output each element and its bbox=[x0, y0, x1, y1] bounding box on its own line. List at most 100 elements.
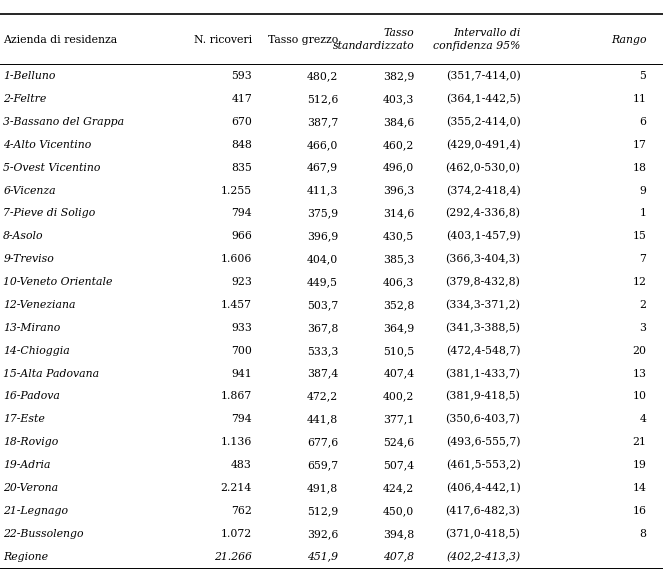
Text: 1.072: 1.072 bbox=[221, 529, 252, 539]
Text: 17-Este: 17-Este bbox=[3, 415, 45, 424]
Text: 2: 2 bbox=[639, 300, 646, 310]
Text: Intervallo di: Intervallo di bbox=[453, 28, 520, 38]
Text: 450,0: 450,0 bbox=[383, 506, 414, 516]
Text: 966: 966 bbox=[231, 231, 252, 241]
Text: Regione: Regione bbox=[3, 551, 48, 562]
Text: 512,9: 512,9 bbox=[307, 506, 338, 516]
Text: 441,8: 441,8 bbox=[307, 415, 338, 424]
Text: 13: 13 bbox=[633, 369, 646, 378]
Text: (417,6-482,3): (417,6-482,3) bbox=[446, 506, 520, 516]
Text: 392,6: 392,6 bbox=[307, 529, 338, 539]
Text: 2.214: 2.214 bbox=[221, 483, 252, 493]
Text: 3-Bassano del Grappa: 3-Bassano del Grappa bbox=[3, 117, 125, 127]
Text: 396,3: 396,3 bbox=[383, 186, 414, 196]
Text: 314,6: 314,6 bbox=[383, 209, 414, 218]
Text: 1.457: 1.457 bbox=[221, 300, 252, 310]
Text: 533,3: 533,3 bbox=[307, 346, 338, 356]
Text: 387,7: 387,7 bbox=[307, 117, 338, 127]
Text: 496,0: 496,0 bbox=[383, 163, 414, 172]
Text: 1-Belluno: 1-Belluno bbox=[3, 71, 56, 81]
Text: 12: 12 bbox=[633, 277, 646, 287]
Text: 352,8: 352,8 bbox=[383, 300, 414, 310]
Text: 2-Feltre: 2-Feltre bbox=[3, 94, 46, 104]
Text: 835: 835 bbox=[231, 163, 252, 172]
Text: Tasso: Tasso bbox=[384, 28, 414, 38]
Text: 762: 762 bbox=[231, 506, 252, 516]
Text: 12-Veneziana: 12-Veneziana bbox=[3, 300, 76, 310]
Text: 18: 18 bbox=[633, 163, 646, 172]
Text: (334,3-371,2): (334,3-371,2) bbox=[446, 300, 520, 310]
Text: (351,7-414,0): (351,7-414,0) bbox=[446, 71, 520, 81]
Text: 8: 8 bbox=[639, 529, 646, 539]
Text: 22-Bussolengo: 22-Bussolengo bbox=[3, 529, 84, 539]
Text: (381,9-418,5): (381,9-418,5) bbox=[446, 392, 520, 402]
Text: 466,0: 466,0 bbox=[307, 140, 338, 150]
Text: 364,9: 364,9 bbox=[383, 323, 414, 333]
Text: 10: 10 bbox=[633, 392, 646, 401]
Text: 19-Adria: 19-Adria bbox=[3, 460, 51, 470]
Text: 406,3: 406,3 bbox=[383, 277, 414, 287]
Text: 524,6: 524,6 bbox=[383, 437, 414, 447]
Text: 20-Verona: 20-Verona bbox=[3, 483, 58, 493]
Text: 17: 17 bbox=[633, 140, 646, 150]
Text: (403,1-457,9): (403,1-457,9) bbox=[446, 231, 520, 241]
Text: 472,2: 472,2 bbox=[307, 392, 338, 401]
Text: 9: 9 bbox=[640, 186, 646, 196]
Text: 382,9: 382,9 bbox=[383, 71, 414, 81]
Text: (462,0-530,0): (462,0-530,0) bbox=[446, 163, 520, 173]
Text: 407,4: 407,4 bbox=[383, 369, 414, 378]
Text: 407,8: 407,8 bbox=[383, 551, 414, 562]
Text: 593: 593 bbox=[231, 71, 252, 81]
Text: 385,3: 385,3 bbox=[383, 254, 414, 264]
Text: 4: 4 bbox=[640, 415, 646, 424]
Text: (350,6-403,7): (350,6-403,7) bbox=[446, 414, 520, 424]
Text: confidenza 95%: confidenza 95% bbox=[433, 41, 520, 51]
Text: 503,7: 503,7 bbox=[307, 300, 338, 310]
Text: 1.606: 1.606 bbox=[221, 254, 252, 264]
Text: 18-Rovigo: 18-Rovigo bbox=[3, 437, 58, 447]
Text: 400,2: 400,2 bbox=[383, 392, 414, 401]
Text: 510,5: 510,5 bbox=[383, 346, 414, 356]
Text: N. ricoveri: N. ricoveri bbox=[194, 34, 252, 44]
Text: (366,3-404,3): (366,3-404,3) bbox=[446, 254, 520, 264]
Text: (381,1-433,7): (381,1-433,7) bbox=[446, 369, 520, 379]
Text: 460,2: 460,2 bbox=[383, 140, 414, 150]
Text: 7: 7 bbox=[640, 254, 646, 264]
Text: 20: 20 bbox=[633, 346, 646, 356]
Text: 480,2: 480,2 bbox=[307, 71, 338, 81]
Text: 411,3: 411,3 bbox=[307, 186, 338, 196]
Text: 6: 6 bbox=[639, 117, 646, 127]
Text: 396,9: 396,9 bbox=[307, 231, 338, 241]
Text: (292,4-336,8): (292,4-336,8) bbox=[446, 208, 520, 218]
Text: 417: 417 bbox=[231, 94, 252, 104]
Text: 11: 11 bbox=[633, 94, 646, 104]
Text: Azienda di residenza: Azienda di residenza bbox=[3, 34, 117, 44]
Text: (402,2-413,3): (402,2-413,3) bbox=[446, 551, 520, 562]
Text: 9-Treviso: 9-Treviso bbox=[3, 254, 54, 264]
Text: 491,8: 491,8 bbox=[307, 483, 338, 493]
Text: 451,9: 451,9 bbox=[307, 551, 338, 562]
Text: (379,8-432,8): (379,8-432,8) bbox=[446, 277, 520, 288]
Text: 21: 21 bbox=[633, 437, 646, 447]
Text: 394,8: 394,8 bbox=[383, 529, 414, 539]
Text: (429,0-491,4): (429,0-491,4) bbox=[446, 140, 520, 150]
Text: 14-Chioggia: 14-Chioggia bbox=[3, 346, 70, 356]
Text: 1.136: 1.136 bbox=[221, 437, 252, 447]
Text: 670: 670 bbox=[231, 117, 252, 127]
Text: Tasso grezzo: Tasso grezzo bbox=[268, 34, 338, 44]
Text: 16: 16 bbox=[633, 506, 646, 516]
Text: 5-Ovest Vicentino: 5-Ovest Vicentino bbox=[3, 163, 101, 172]
Text: 367,8: 367,8 bbox=[307, 323, 338, 333]
Text: (341,3-388,5): (341,3-388,5) bbox=[446, 323, 520, 333]
Text: 1.255: 1.255 bbox=[221, 186, 252, 196]
Text: 10-Veneto Orientale: 10-Veneto Orientale bbox=[3, 277, 113, 287]
Text: (374,2-418,4): (374,2-418,4) bbox=[446, 185, 520, 196]
Text: 404,0: 404,0 bbox=[307, 254, 338, 264]
Text: 15-Alta Padovana: 15-Alta Padovana bbox=[3, 369, 99, 378]
Text: 377,1: 377,1 bbox=[383, 415, 414, 424]
Text: 375,9: 375,9 bbox=[307, 209, 338, 218]
Text: (355,2-414,0): (355,2-414,0) bbox=[446, 117, 520, 127]
Text: 794: 794 bbox=[231, 415, 252, 424]
Text: (364,1-442,5): (364,1-442,5) bbox=[446, 94, 520, 104]
Text: Rango: Rango bbox=[611, 34, 646, 44]
